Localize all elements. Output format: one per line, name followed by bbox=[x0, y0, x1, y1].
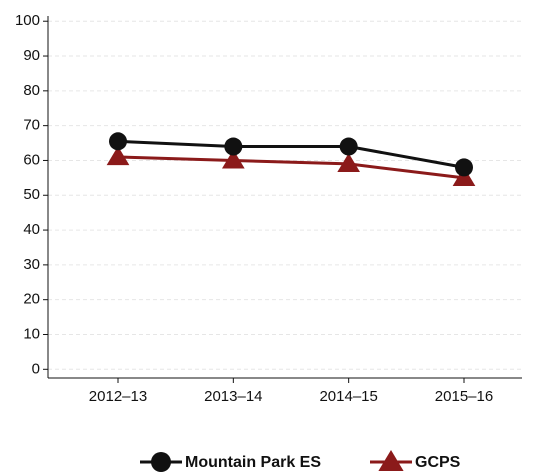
x-tick-label: 2015–16 bbox=[435, 388, 493, 405]
series-line bbox=[117, 155, 465, 180]
y-tick-label: 30 bbox=[23, 256, 40, 273]
x-tick-label: 2012–13 bbox=[89, 388, 147, 405]
series-line bbox=[117, 139, 465, 169]
y-tick-label: 70 bbox=[23, 117, 40, 134]
y-tick-label: 40 bbox=[23, 221, 40, 238]
marker bbox=[224, 137, 243, 156]
y-tick-label: 50 bbox=[23, 186, 40, 203]
marker bbox=[106, 146, 130, 166]
y-tick-label: 60 bbox=[23, 151, 40, 168]
marker bbox=[109, 132, 127, 151]
y-tick-label: 80 bbox=[23, 82, 40, 99]
y-tick-label: 90 bbox=[23, 47, 40, 64]
marker bbox=[337, 153, 361, 173]
x-tick-label: 2013–14 bbox=[204, 388, 262, 405]
y-tick-label: 100 bbox=[15, 12, 40, 29]
legend-marker bbox=[378, 450, 404, 471]
y-tick-label: 10 bbox=[23, 325, 40, 342]
legend-text: Mountain Park ES bbox=[185, 454, 321, 471]
x-tick-label: 2014–15 bbox=[319, 388, 377, 405]
marker bbox=[339, 137, 358, 156]
legend-marker bbox=[151, 452, 171, 472]
marker bbox=[221, 149, 245, 169]
legend-text: GCPS bbox=[415, 454, 461, 471]
marker bbox=[452, 167, 476, 186]
y-tick-label: 0 bbox=[32, 360, 40, 377]
marker bbox=[455, 158, 473, 177]
y-tick-label: 20 bbox=[23, 291, 40, 308]
